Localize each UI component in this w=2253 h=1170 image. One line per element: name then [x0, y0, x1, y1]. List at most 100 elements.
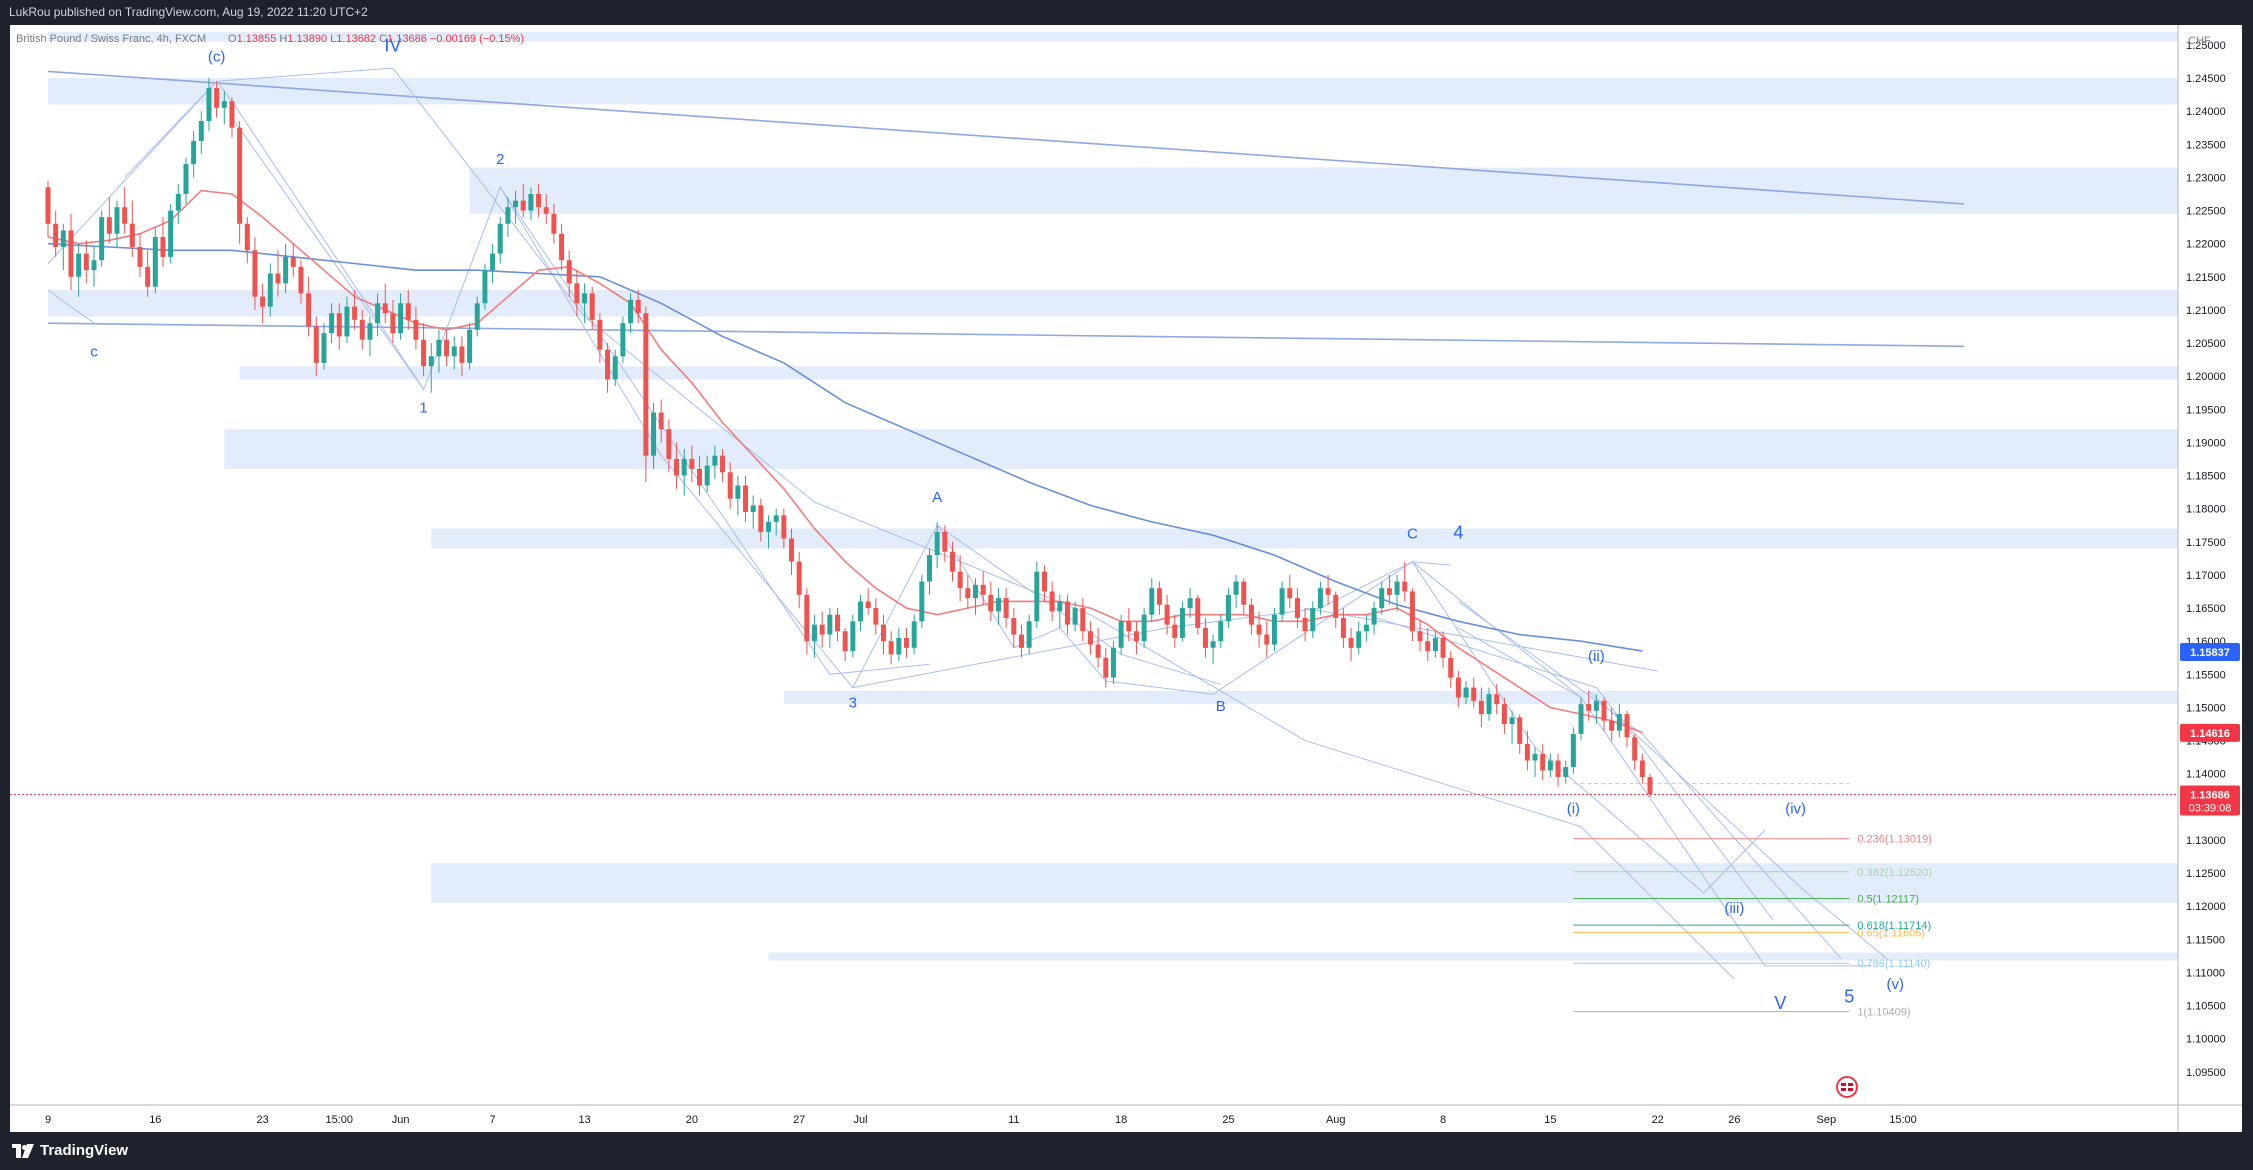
candle	[934, 531, 940, 556]
candle	[1118, 621, 1124, 648]
fib-label-5: 0.786(1.11140)	[1857, 958, 1930, 970]
zone-1	[48, 78, 2178, 105]
candle	[390, 313, 396, 334]
wave-label: 2	[496, 151, 504, 168]
candle	[827, 614, 833, 635]
candle	[252, 250, 258, 297]
candle	[1110, 647, 1116, 678]
candle	[980, 584, 986, 595]
candle	[221, 101, 227, 108]
candle	[1547, 760, 1553, 771]
wave-label: (iii)	[1724, 900, 1744, 917]
ohlc-legend: O1.13855 H1.13890 L1.13682 C1.13686 −0.0…	[228, 33, 524, 45]
chart-svg[interactable]: 0.236(1.13019) 0.382(1.12520) 0.5(1.12117)…	[10, 25, 2242, 1132]
candle	[666, 429, 672, 459]
candle	[329, 313, 335, 334]
candle	[367, 323, 373, 340]
y-tick-label: 1.18000	[2186, 504, 2226, 516]
candle	[1210, 641, 1216, 648]
trendline-1	[47, 322, 1965, 348]
symbol-title[interactable]: British Pound / Swiss Franc, 4h, FXCM	[16, 33, 206, 45]
wave-label: (iv)	[1785, 800, 1806, 817]
candle	[858, 601, 864, 622]
trendline-5	[231, 117, 425, 390]
y-tick-label: 1.19000	[2186, 437, 2226, 449]
x-axis[interactable]: 9 16 23 15:00 Jun 7 13 20 27 Jul 11 18 25 Aug 8 15 22 26 S…	[45, 1114, 1917, 1126]
candle	[1632, 737, 1638, 761]
moving-average-0	[47, 242, 1643, 652]
candle	[175, 193, 181, 211]
candle	[896, 637, 902, 655]
candle	[1294, 598, 1300, 619]
candle	[1455, 677, 1461, 698]
candle	[773, 515, 779, 522]
trendline-14	[1588, 690, 1888, 960]
candle	[735, 485, 741, 499]
candle	[244, 223, 250, 251]
candle	[405, 303, 411, 320]
y-tick-label: 1.15000	[2186, 702, 2226, 714]
wave-labels-layer: (c) IV c 1 2 3 A B C 4 (ii) (i) (iv) (iii) (v) 5 V	[90, 36, 1904, 1013]
wave-label: (c)	[208, 48, 226, 65]
moving-average-1	[47, 189, 1643, 734]
candle	[359, 319, 365, 340]
price-badge-countdown: 03:39:08	[2189, 803, 2232, 815]
candle	[712, 455, 718, 466]
candle	[720, 455, 726, 473]
fib-label-1: 0.382(1.12520)	[1857, 867, 1932, 879]
candle	[605, 349, 611, 380]
candle	[1287, 588, 1293, 599]
fib-label-2: 0.5(1.12117)	[1857, 893, 1919, 905]
candle	[1041, 571, 1047, 592]
x-tick-label: Sep	[1817, 1114, 1837, 1126]
wave-label: V	[1774, 993, 1786, 1013]
legend[interactable]: British Pound / Swiss Franc, 4h, FXCM O1…	[16, 33, 524, 45]
moving-averages-layer	[47, 189, 1643, 734]
event-icon[interactable]	[1836, 1076, 1858, 1098]
fibonacci-layer: 0.236(1.13019) 0.382(1.12520) 0.5(1.12117)…	[10, 783, 2178, 1019]
candle	[1256, 624, 1262, 635]
candle	[873, 608, 879, 625]
candle	[160, 237, 166, 257]
y-axis[interactable]: 1.09500 1.10000 1.10500 1.11000 1.11500 1.120…	[2186, 40, 2226, 1079]
candle	[413, 319, 419, 340]
candle	[152, 237, 158, 287]
wave-label: C	[1407, 525, 1418, 542]
candle	[1524, 743, 1530, 761]
candle	[114, 207, 120, 234]
candle	[1486, 694, 1492, 715]
candle	[306, 293, 312, 327]
wave-label: 1	[419, 400, 427, 417]
x-tick-label: 23	[257, 1114, 269, 1126]
candle	[1187, 598, 1193, 609]
x-tick-label: 22	[1652, 1114, 1664, 1126]
candle	[1233, 581, 1239, 595]
candle	[474, 303, 480, 330]
zone-4	[239, 366, 2178, 380]
publish-header: LukRou published on TradingView.com, Aug…	[0, 0, 2253, 25]
chart-frame[interactable]: 0.236(1.13019) 0.382(1.12520) 0.5(1.12117)…	[10, 25, 2242, 1132]
candle	[1616, 714, 1622, 731]
zones-layer	[48, 31, 2179, 961]
candle	[91, 260, 97, 271]
candle	[1164, 604, 1170, 625]
candle	[727, 472, 733, 499]
candle	[344, 306, 350, 337]
candle	[551, 213, 557, 234]
candle	[681, 458, 687, 476]
x-tick-label: 15:00	[1889, 1114, 1917, 1126]
wave-label: c	[90, 343, 98, 360]
candle	[796, 561, 802, 595]
candle	[911, 621, 917, 648]
candle	[283, 256, 289, 284]
candle	[1540, 753, 1546, 771]
y-tick-label: 1.10500	[2186, 1001, 2226, 1013]
tradingview-logo[interactable]: TradingView	[12, 1142, 128, 1159]
candle	[1095, 644, 1101, 658]
price-badge	[2180, 785, 2240, 816]
candle	[1241, 581, 1247, 605]
zone-8	[431, 863, 2179, 903]
candle	[1647, 777, 1653, 795]
candles-layer	[45, 78, 1653, 797]
candle	[643, 313, 649, 456]
